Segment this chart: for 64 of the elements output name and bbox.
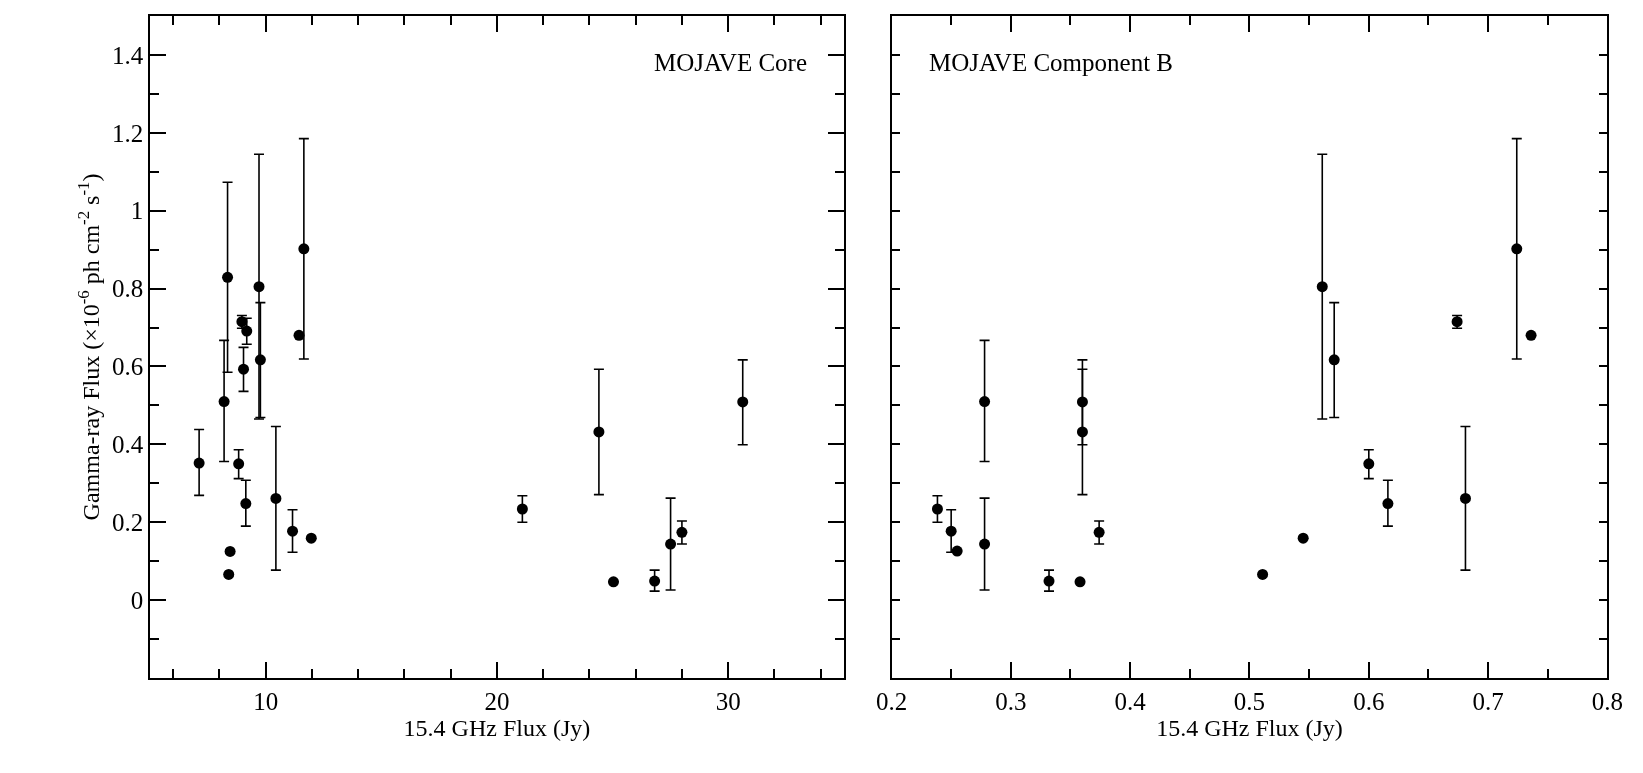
point (1093, 526, 1105, 538)
point (1297, 532, 1309, 544)
x-tick-label: 0.4 (1114, 687, 1147, 715)
point (305, 532, 317, 544)
point (649, 575, 661, 587)
point (945, 525, 957, 537)
point (240, 498, 252, 510)
point (1043, 575, 1055, 587)
point (593, 426, 605, 438)
point (224, 545, 236, 557)
y-tick-label: 0.4 (112, 431, 144, 459)
point (1076, 396, 1088, 408)
point (254, 354, 266, 366)
point (270, 492, 282, 504)
point (1257, 568, 1269, 580)
y-tick-label: 1.2 (112, 119, 144, 147)
point (951, 545, 963, 557)
y-tick-label: 1 (130, 197, 144, 225)
point (516, 503, 528, 515)
annotation: MOJAVE Core (654, 49, 808, 76)
point (253, 281, 265, 293)
y-tick-label: 0 (130, 586, 144, 614)
point (1511, 243, 1523, 255)
y-tick-label: 0.8 (112, 275, 144, 303)
point (223, 568, 235, 580)
x-tick-label: 0.5 (1233, 687, 1266, 715)
point (979, 538, 991, 550)
point (931, 503, 943, 515)
point (1525, 329, 1537, 341)
x-axis-title: 15.4 GHz Flux (Jy) (403, 714, 591, 741)
point (1074, 576, 1086, 588)
point (607, 576, 619, 588)
point (1382, 498, 1394, 510)
point (1328, 354, 1340, 366)
x-tick-label: 0.6 (1353, 687, 1385, 715)
point (293, 329, 305, 341)
x-axis-title: 15.4 GHz Flux (Jy) (1156, 714, 1343, 741)
x-tick-label: 10 (253, 687, 279, 715)
x-tick-label: 0.7 (1472, 687, 1504, 715)
point (665, 538, 677, 550)
y-tick-label: 0.2 (112, 508, 144, 536)
point (1363, 458, 1375, 470)
point (1076, 426, 1088, 438)
point (298, 243, 310, 255)
point (1459, 492, 1471, 504)
annotation: MOJAVE Component B (929, 49, 1174, 76)
x-tick-label: 0.8 (1591, 687, 1624, 715)
point (287, 525, 299, 537)
point (238, 363, 250, 375)
point (233, 458, 245, 470)
point (737, 396, 749, 408)
x-tick-label: 20 (484, 687, 510, 715)
y-tick-label: 0.6 (112, 353, 144, 381)
y-tick-label: 1.4 (112, 41, 144, 69)
point (193, 457, 205, 469)
x-tick-label: 0.3 (995, 687, 1027, 715)
point (676, 526, 688, 538)
point (1316, 281, 1328, 293)
point (218, 396, 230, 408)
x-tick-label: 30 (715, 687, 741, 715)
point (222, 271, 234, 283)
point (979, 396, 991, 408)
x-tick-label: 0.2 (875, 687, 908, 715)
point (241, 325, 253, 337)
